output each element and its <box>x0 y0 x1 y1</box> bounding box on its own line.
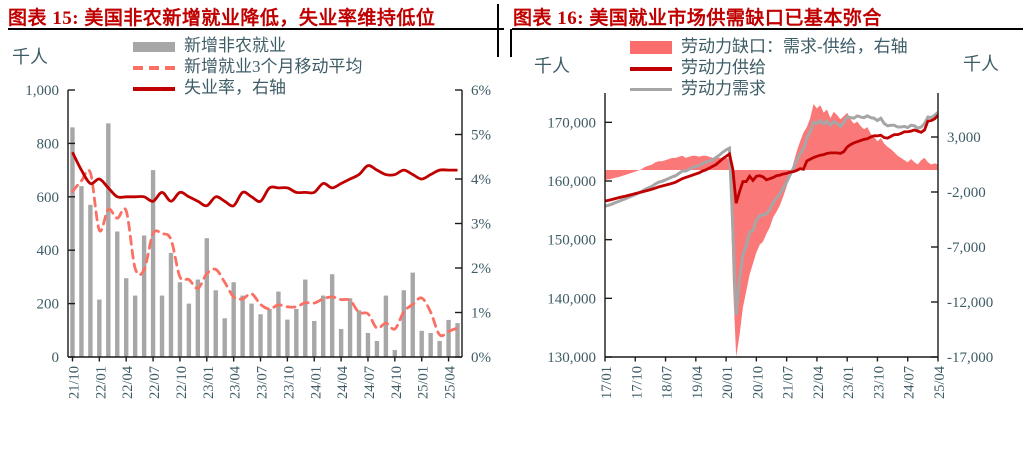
labor-gap-area <box>605 104 938 357</box>
svg-text:140,000: 140,000 <box>547 291 596 307</box>
svg-text:22/04: 22/04 <box>811 365 827 399</box>
legend-item-nonfarm: 新增非农就业 <box>133 36 363 57</box>
svg-text:24/07: 24/07 <box>362 366 378 399</box>
svg-text:20/01: 20/01 <box>720 366 736 399</box>
svg-text:400: 400 <box>37 243 60 259</box>
svg-text:21/07: 21/07 <box>781 366 797 399</box>
right-chart-axes: 130,000 140,000 150,000 160,000 170,000 -17,0… <box>547 93 993 366</box>
panel-divider-line-2 <box>510 29 512 57</box>
labor-demand-line <box>604 111 939 315</box>
figure-15-title: 图表 15: 美国非农新增就业降低，失业率维持低位 <box>8 8 436 29</box>
legend-label: 失业率，右轴 <box>184 78 286 98</box>
svg-text:23/10: 23/10 <box>871 366 887 399</box>
legend-item-labor-gap: 劳动力缺口：需求-供给，右轴 <box>630 37 908 58</box>
svg-text:130,000: 130,000 <box>547 350 596 366</box>
legend-item-labor-demand: 劳动力需求 <box>630 79 908 100</box>
svg-text:22/01: 22/01 <box>93 366 109 399</box>
svg-text:17/10: 17/10 <box>629 366 645 399</box>
svg-text:4%: 4% <box>471 172 491 188</box>
legend-label: 劳动力供给 <box>681 58 766 78</box>
svg-text:200: 200 <box>37 297 60 313</box>
svg-text:22/10: 22/10 <box>174 366 190 399</box>
svg-text:24/07: 24/07 <box>902 366 918 399</box>
moving-average-line <box>71 168 459 338</box>
right-chart-legend: 劳动力缺口：需求-供给，右轴 劳动力供给 劳动力需求 <box>630 37 908 100</box>
svg-text:600: 600 <box>37 190 60 206</box>
svg-text:-7,000: -7,000 <box>947 240 986 256</box>
svg-text:6%: 6% <box>471 83 491 99</box>
solid-line-swatch-icon <box>630 66 672 71</box>
figure-16-title-rule <box>512 28 1023 30</box>
svg-text:160,000: 160,000 <box>547 174 596 190</box>
solid-line-swatch-icon <box>133 86 175 91</box>
svg-text:150,000: 150,000 <box>547 233 596 249</box>
svg-text:24/04: 24/04 <box>335 365 351 399</box>
svg-text:25/04: 25/04 <box>443 365 459 399</box>
svg-text:17/01: 17/01 <box>599 366 615 399</box>
svg-text:-17,000: -17,000 <box>947 350 993 366</box>
legend-item-moving-average: 新增就业3个月移动平均 <box>133 57 363 78</box>
svg-text:0%: 0% <box>471 350 491 366</box>
svg-text:23/04: 23/04 <box>228 365 244 399</box>
svg-text:23/07: 23/07 <box>255 366 271 399</box>
dashed-line-swatch-icon <box>133 65 175 70</box>
svg-text:24/01: 24/01 <box>308 366 324 399</box>
nonfarm-payrolls-bars <box>70 123 460 357</box>
svg-text:170,000: 170,000 <box>547 115 596 131</box>
svg-text:0: 0 <box>52 350 60 366</box>
svg-text:22/04: 22/04 <box>120 365 136 399</box>
svg-text:22/07: 22/07 <box>147 366 163 399</box>
right-chart-left-unit-label: 千人 <box>534 56 570 76</box>
svg-text:3,000: 3,000 <box>947 130 981 146</box>
svg-text:1,000: 1,000 <box>25 83 59 99</box>
panel-divider-line <box>497 4 499 57</box>
right-chart-x-labels: 17/01 17/10 18/07 19/04 20/01 20/10 21/07 22/04… <box>599 357 948 399</box>
legend-label: 劳动力需求 <box>681 79 766 99</box>
svg-text:25/04: 25/04 <box>932 365 948 399</box>
right-chart-right-unit-label: 千人 <box>963 54 999 74</box>
unemployment-rate-line <box>71 151 458 208</box>
left-chart-legend: 新增非农就业 新增就业3个月移动平均 失业率，右轴 <box>133 36 363 99</box>
left-chart-unit-label: 千人 <box>12 47 48 67</box>
svg-text:3%: 3% <box>471 217 491 233</box>
legend-item-labor-supply: 劳动力供给 <box>630 58 908 79</box>
legend-label: 新增非农就业 <box>184 36 286 56</box>
svg-text:5%: 5% <box>471 128 491 144</box>
figure-15-title-rule <box>8 28 504 30</box>
gray-line-swatch-icon <box>630 88 672 91</box>
legend-label: 新增就业3个月移动平均 <box>184 57 363 77</box>
svg-text:20/10: 20/10 <box>750 366 766 399</box>
svg-text:-12,000: -12,000 <box>947 295 993 311</box>
svg-text:24/10: 24/10 <box>389 366 405 399</box>
svg-text:800: 800 <box>37 136 60 152</box>
svg-text:19/04: 19/04 <box>690 365 706 399</box>
area-swatch-icon <box>630 41 672 54</box>
figure-16-title: 图表 16: 美国就业市场供需缺口已基本弥合 <box>513 8 882 29</box>
svg-text:21/10: 21/10 <box>66 366 82 399</box>
svg-text:18/07: 18/07 <box>660 366 676 399</box>
left-chart-axes: 0 200 400 600 800 1,000 0% 1% 2% 3% 4% 5% 6% <box>25 83 491 366</box>
labor-supply-line <box>604 114 940 204</box>
svg-text:23/01: 23/01 <box>841 366 857 399</box>
svg-text:25/01: 25/01 <box>416 366 432 399</box>
svg-text:2%: 2% <box>471 261 491 277</box>
left-chart-x-labels: 21/10 22/01 22/04 22/07 22/10 23/01 23/04 23/07… <box>66 357 459 399</box>
svg-text:1%: 1% <box>471 306 491 322</box>
legend-label: 劳动力缺口：需求-供给，右轴 <box>681 37 908 57</box>
svg-text:-2,000: -2,000 <box>947 185 986 201</box>
bar-swatch-icon <box>133 41 175 52</box>
legend-item-unemployment: 失业率，右轴 <box>133 78 363 99</box>
svg-text:23/01: 23/01 <box>201 366 217 399</box>
svg-text:23/10: 23/10 <box>281 366 297 399</box>
